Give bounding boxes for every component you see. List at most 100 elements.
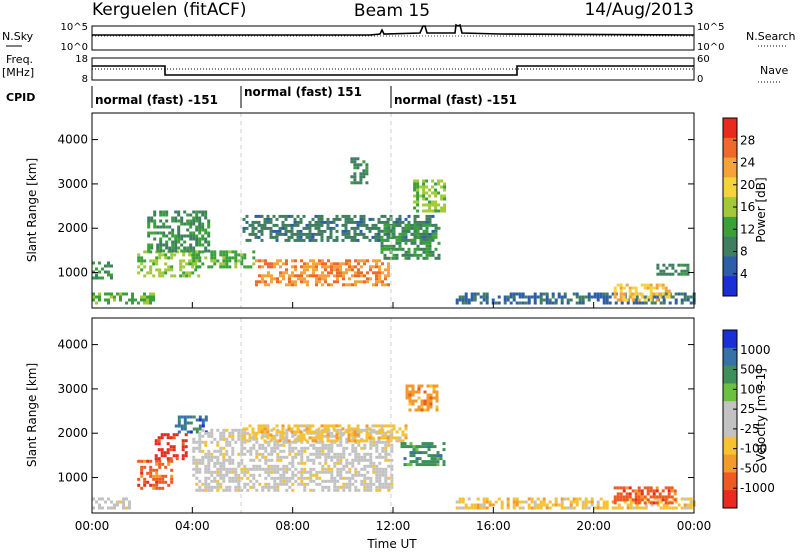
echo-cell: [143, 477, 147, 481]
echo-cell: [470, 298, 474, 302]
echo-cell: [428, 232, 432, 236]
echo-cell: [427, 463, 431, 467]
echo-cell: [372, 283, 375, 287]
echo-cell: [631, 292, 635, 296]
echo-cell: [509, 292, 513, 296]
noise-sky-label: N.Sky: [2, 30, 34, 43]
echo-cell: [198, 259, 202, 263]
echo-cell: [661, 286, 665, 290]
echo-cell: [354, 283, 357, 287]
echo-cell: [339, 476, 343, 480]
echo-cell: [314, 223, 318, 227]
echo-cell: [353, 166, 357, 170]
echo-cell: [536, 506, 540, 510]
echo-cell: [312, 274, 315, 278]
echo-cell: [390, 479, 394, 483]
echo-cell: [290, 427, 294, 431]
echo-cell: [521, 295, 525, 299]
echo-cell: [332, 226, 336, 230]
echo-cell: [425, 253, 429, 257]
echo-cell: [237, 488, 241, 492]
echo-cell: [683, 263, 687, 267]
echo-cell: [173, 253, 177, 257]
echo-cell: [294, 446, 298, 450]
echo-cell: [302, 433, 306, 437]
echo-cell: [189, 234, 193, 238]
echo-cell: [279, 455, 283, 459]
echo-cell: [424, 451, 428, 455]
echo-cell: [351, 449, 355, 453]
y-tick-label: 3000: [57, 382, 88, 396]
echo-cell: [634, 495, 638, 499]
echo-cell: [335, 424, 339, 428]
echo-cell: [297, 452, 301, 456]
echo-cell: [321, 488, 325, 492]
echo-cell: [426, 405, 430, 409]
colorbar-swatch: [723, 157, 737, 178]
echo-cell: [677, 503, 681, 507]
echo-cell: [222, 262, 226, 266]
echo-cell: [195, 225, 199, 229]
echo-cell: [98, 298, 101, 302]
echo-cell: [384, 449, 388, 453]
echo-cell: [689, 506, 693, 510]
echo-cell: [335, 439, 339, 443]
echo-cell: [186, 234, 190, 238]
echo-cell: [309, 458, 313, 462]
echo-cell: [210, 250, 214, 254]
echo-cell: [261, 488, 265, 492]
echo-cell: [428, 253, 432, 257]
echo-cell: [482, 497, 486, 501]
echo-cell: [309, 470, 313, 474]
echo-cell: [137, 483, 141, 487]
echo-cell: [384, 283, 387, 287]
echo-cell: [314, 226, 318, 230]
echo-cell: [321, 464, 325, 468]
echo-cell: [150, 219, 154, 223]
echo-cell: [342, 485, 346, 489]
echo-cell: [320, 439, 324, 443]
echo-cell: [389, 214, 393, 218]
echo-cell: [353, 172, 357, 176]
echo-cell: [455, 506, 459, 510]
echo-cell: [363, 464, 367, 468]
echo-cell: [485, 292, 489, 296]
echo-cell: [329, 439, 333, 443]
echo-cell: [153, 231, 157, 235]
echo-cell: [281, 424, 285, 428]
echo-cell: [686, 272, 690, 276]
echo-cell: [197, 253, 201, 257]
frequency-panel: Freq. [MHz] Nave 18 8 60 0: [2, 53, 788, 85]
echo-cell: [152, 274, 156, 278]
echo-cell: [222, 428, 226, 432]
echo-cell: [234, 467, 238, 471]
echo-cell: [439, 457, 443, 461]
echo-cell: [170, 468, 174, 472]
echo-cell: [219, 473, 223, 477]
echo-cell: [386, 424, 390, 428]
echo-cell: [413, 235, 417, 239]
echo-cell: [131, 292, 134, 296]
echo-cell: [354, 488, 358, 492]
echo-cell: [369, 482, 373, 486]
echo-cell: [107, 270, 110, 274]
echo-cell: [324, 280, 327, 284]
echo-cell: [213, 262, 217, 266]
echo-cell: [300, 277, 303, 281]
echo-cell: [680, 272, 684, 276]
echo-cell: [181, 442, 185, 446]
echo-cell: [318, 452, 322, 456]
echo-cell: [628, 286, 632, 290]
echo-cell: [330, 458, 334, 462]
echo-cell: [434, 188, 438, 192]
cpid-row: CPID normal (fast) -151 normal (fast) 15…: [6, 85, 517, 108]
echo-cell: [267, 485, 271, 489]
echo-cell: [369, 464, 373, 468]
echo-cell: [314, 232, 318, 236]
echo-cell: [351, 283, 354, 287]
echo-cell: [641, 506, 645, 510]
echo-cell: [155, 477, 159, 481]
echo-cell: [246, 482, 250, 486]
echo-cell: [431, 250, 435, 254]
echo-cell: [269, 235, 273, 239]
